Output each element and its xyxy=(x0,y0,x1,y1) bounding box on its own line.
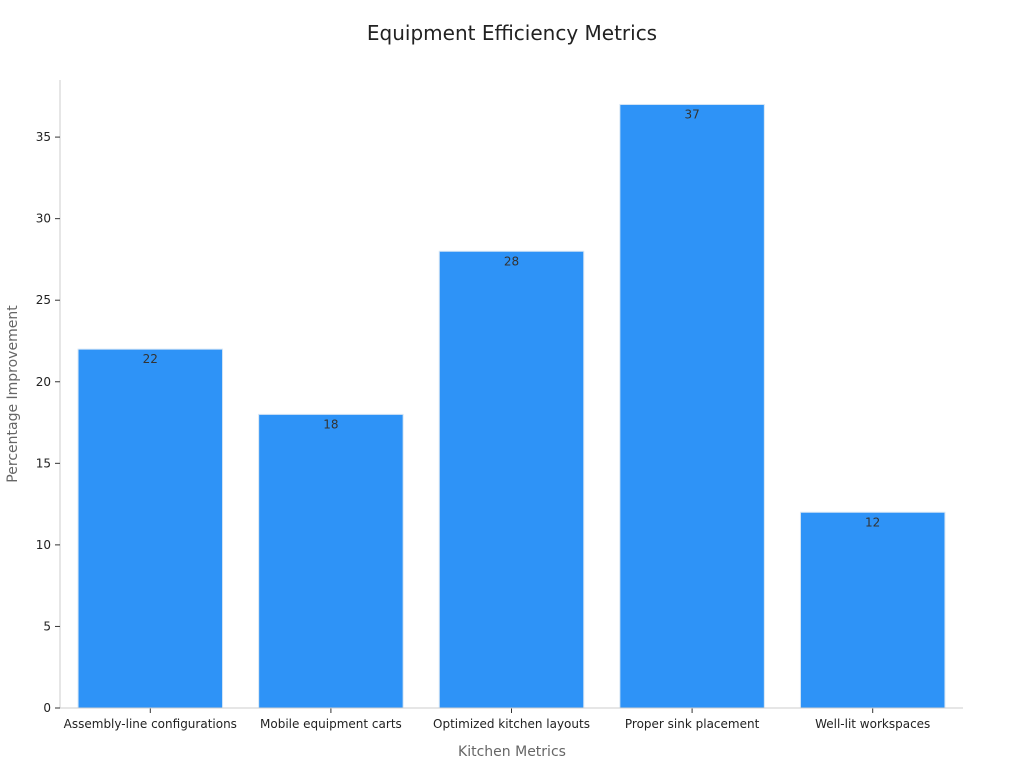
y-axis: 0 5 10 15 20 25 30 35 xyxy=(36,80,61,715)
bar xyxy=(77,348,224,709)
y-tick-label: 10 xyxy=(36,538,51,552)
y-tick-label: 5 xyxy=(43,619,51,633)
chart-title: Equipment Efficiency Metrics xyxy=(367,21,657,45)
y-tick-label: 15 xyxy=(36,456,51,470)
y-tick-label: 35 xyxy=(36,130,51,144)
bar xyxy=(799,511,946,709)
bar-value-label: 12 xyxy=(865,515,880,529)
x-axis-title: Kitchen Metrics xyxy=(458,744,566,760)
y-tick-label: 30 xyxy=(36,212,51,226)
bar-value-label: 18 xyxy=(323,417,338,431)
x-tick-label: Well-lit workspaces xyxy=(815,717,930,731)
bar-value-label: 22 xyxy=(143,352,158,366)
y-tick-label: 20 xyxy=(36,375,51,389)
bar-value-label: 28 xyxy=(504,254,519,268)
x-tick-label: Proper sink placement xyxy=(625,717,760,731)
x-tick-label: Optimized kitchen layouts xyxy=(433,717,590,731)
y-tick-label: 0 xyxy=(43,701,51,715)
bar xyxy=(258,413,404,709)
y-axis-title: Percentage Improvement xyxy=(5,305,21,483)
x-axis: Assembly-line configurations Mobile equip… xyxy=(60,707,963,731)
bar xyxy=(438,250,585,709)
x-tick-label: Mobile equipment carts xyxy=(260,717,402,731)
bars-layer: 22 18 28 37 12 xyxy=(77,103,946,709)
bar xyxy=(619,103,765,709)
y-tick-label: 25 xyxy=(36,293,51,307)
bar-value-label: 37 xyxy=(684,107,699,121)
x-tick-label: Assembly-line configurations xyxy=(64,717,237,731)
